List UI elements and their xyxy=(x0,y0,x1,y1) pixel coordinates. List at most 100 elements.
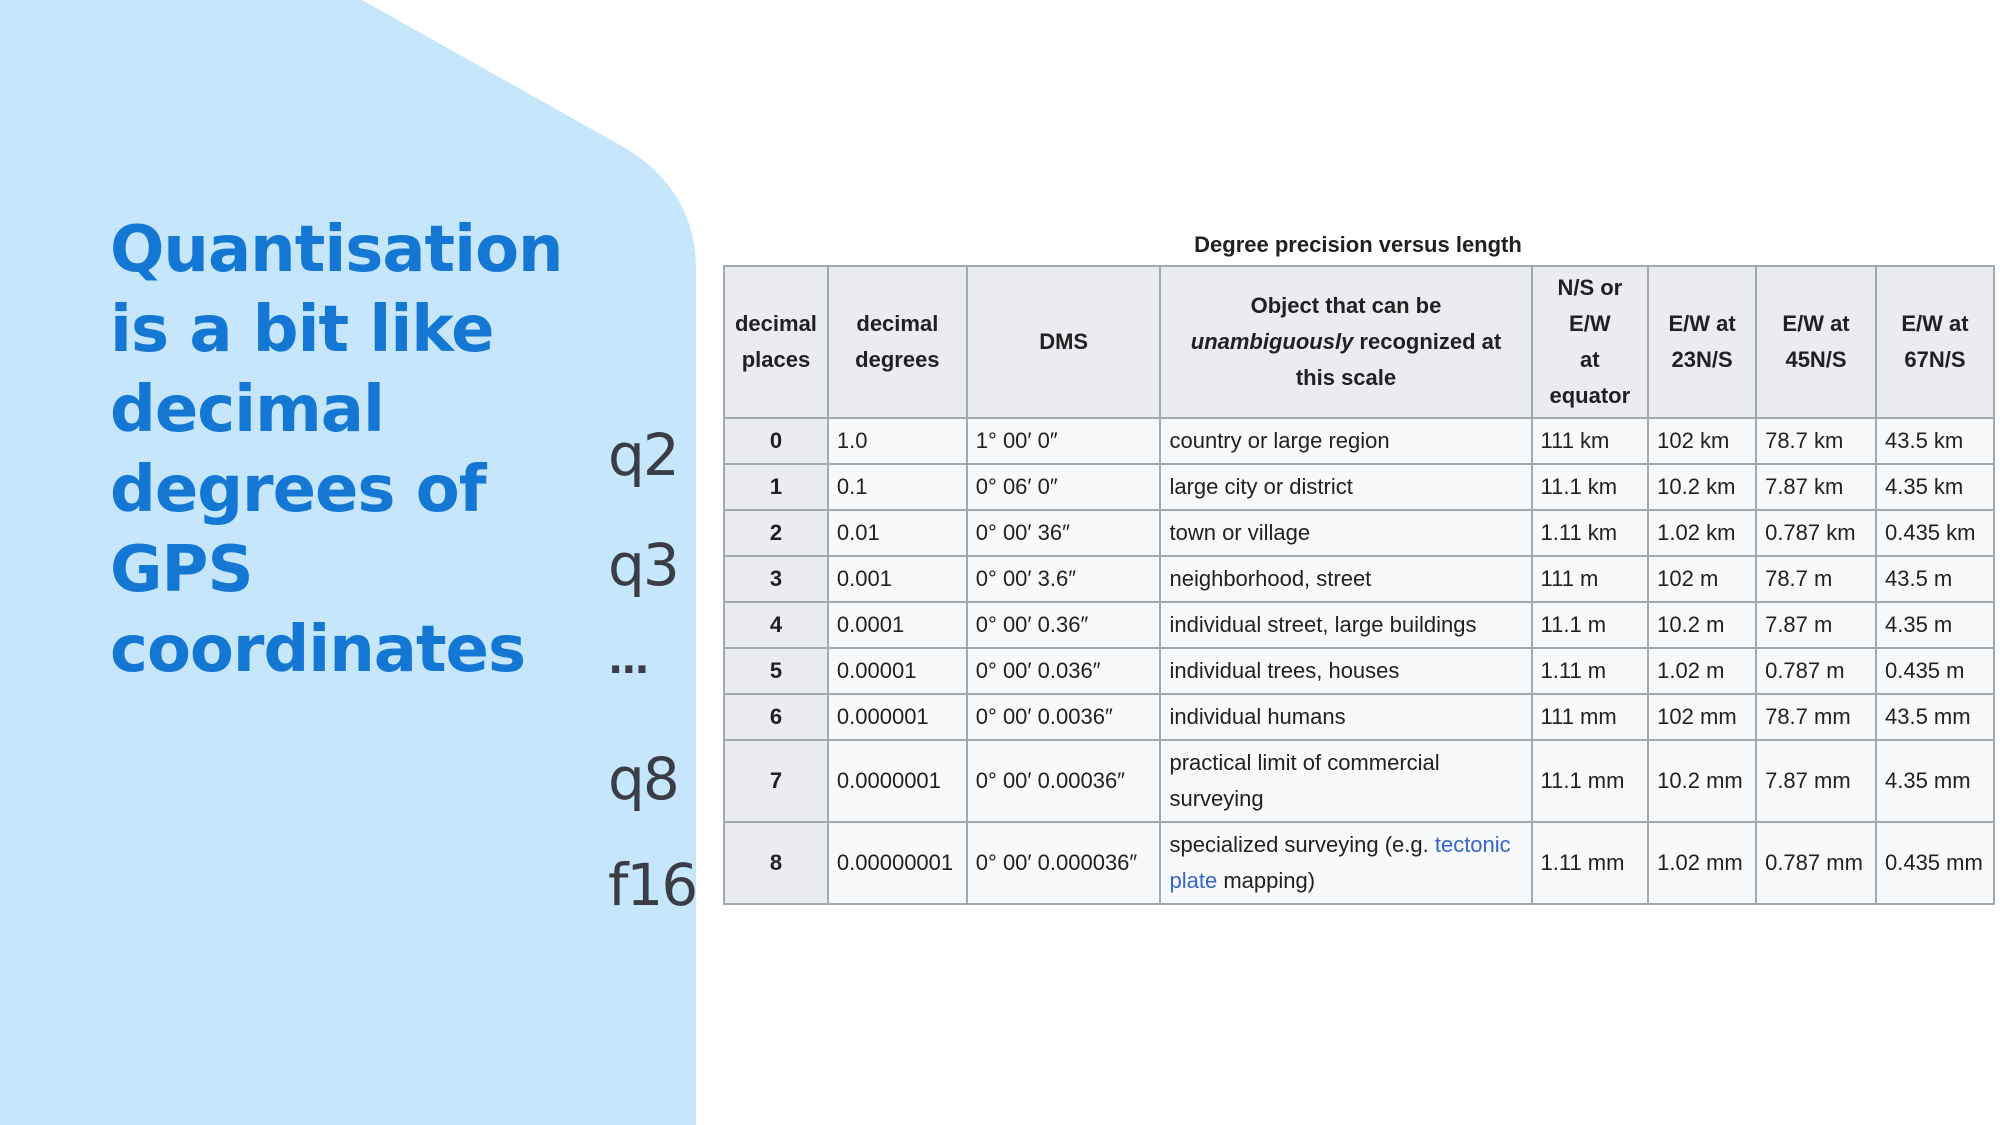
cell-decimal-places: 3 xyxy=(723,555,829,603)
cell-ew-67: 43.5 m xyxy=(1874,555,1996,603)
cell-ew-45: 0.787 m xyxy=(1755,647,1877,695)
table-row: 4 0.0001 0° 00′ 0.36″ individual street,… xyxy=(723,601,1996,649)
cell-object: town or village xyxy=(1159,509,1533,557)
cell-equator: 1.11 km xyxy=(1530,509,1650,557)
cell-dms: 0° 06′ 0″ xyxy=(965,463,1162,511)
cell-ew-23: 1.02 km xyxy=(1647,509,1758,557)
quant-label-ellipsis: ... xyxy=(608,637,650,683)
table-row: 6 0.000001 0° 00′ 0.0036″ individual hum… xyxy=(723,693,1996,741)
header-object-emphasis: unambiguously xyxy=(1190,329,1354,354)
headline-line: is a bit like xyxy=(110,293,495,367)
cell-dms: 0° 00′ 36″ xyxy=(965,509,1162,557)
cell-equator: 1.11 m xyxy=(1530,647,1650,695)
table-row: 7 0.0000001 0° 00′ 0.00036″ practical li… xyxy=(723,739,1996,823)
cell-dms: 0° 00′ 0.036″ xyxy=(965,647,1162,695)
cell-decimal-degrees: 1.0 xyxy=(826,417,968,465)
cell-decimal-degrees: 0.001 xyxy=(826,555,968,603)
table-row: 5 0.00001 0° 00′ 0.036″ individual trees… xyxy=(723,647,1996,695)
cell-ew-67: 43.5 km xyxy=(1874,417,1996,465)
cell-equator: 1.11 mm xyxy=(1530,821,1650,905)
table-caption: Degree precision versus length xyxy=(1194,232,1522,257)
header-ew-23ns: E/W at 23N/S xyxy=(1647,265,1758,419)
headline-line: degrees of xyxy=(110,453,487,527)
cell-ew-23: 1.02 mm xyxy=(1647,821,1758,905)
cell-equator: 111 km xyxy=(1530,417,1650,465)
cell-ew-45: 7.87 mm xyxy=(1755,739,1877,823)
cell-decimal-places: 6 xyxy=(723,693,829,741)
cell-object: specialized surveying (e.g. tectonic pla… xyxy=(1159,821,1533,905)
table-header-row: decimal places decimal degrees DMS Objec… xyxy=(723,265,1996,419)
cell-decimal-places: 4 xyxy=(723,601,829,649)
cell-decimal-degrees: 0.0001 xyxy=(826,601,968,649)
table-row: 3 0.001 0° 00′ 3.6″ neighborhood, street… xyxy=(723,555,1996,603)
quant-label-q8: q8 xyxy=(608,745,680,813)
table-row: 0 1.0 1° 00′ 0″ country or large region … xyxy=(723,417,1996,465)
cell-ew-67: 0.435 mm xyxy=(1874,821,1996,905)
header-dms: DMS xyxy=(965,265,1162,419)
cell-ew-23: 102 m xyxy=(1647,555,1758,603)
cell-ew-45: 7.87 km xyxy=(1755,463,1877,511)
cell-ew-45: 0.787 mm xyxy=(1755,821,1877,905)
degree-precision-table: decimal places decimal degrees DMS Objec… xyxy=(723,265,1996,905)
cell-object: large city or district xyxy=(1159,463,1533,511)
headline-line: Quantisation xyxy=(110,213,564,287)
cell-ew-67: 4.35 mm xyxy=(1874,739,1996,823)
cell-ew-23: 10.2 m xyxy=(1647,601,1758,649)
cell-ew-67: 0.435 m xyxy=(1874,647,1996,695)
cell-ew-45: 0.787 km xyxy=(1755,509,1877,557)
cell-decimal-places: 5 xyxy=(723,647,829,695)
quant-label-q2: q2 xyxy=(608,421,680,489)
header-ns-ew-equator: N/S or E/W at equator xyxy=(1530,265,1650,419)
cell-decimal-degrees: 0.00000001 xyxy=(826,821,968,905)
cell-decimal-degrees: 0.0000001 xyxy=(826,739,968,823)
header-ew-67ns: E/W at 67N/S xyxy=(1874,265,1996,419)
table-row: 2 0.01 0° 00′ 36″ town or village 1.11 k… xyxy=(723,509,1996,557)
cell-equator: 11.1 km xyxy=(1530,463,1650,511)
cell-ew-45: 78.7 km xyxy=(1755,417,1877,465)
cell-ew-45: 78.7 m xyxy=(1755,555,1877,603)
cell-object: neighborhood, street xyxy=(1159,555,1533,603)
background-shape xyxy=(0,0,696,1125)
cell-ew-67: 4.35 km xyxy=(1874,463,1996,511)
cell-decimal-places: 7 xyxy=(723,739,829,823)
cell-decimal-places: 1 xyxy=(723,463,829,511)
cell-object: practical limit of commercial surveying xyxy=(1159,739,1533,823)
header-decimal-degrees: decimal degrees xyxy=(826,265,968,419)
headline-line: decimal xyxy=(110,373,385,447)
cell-ew-45: 78.7 mm xyxy=(1755,693,1877,741)
header-ew-45ns: E/W at 45N/S xyxy=(1755,265,1877,419)
table-row: 8 0.00000001 0° 00′ 0.000036″ specialize… xyxy=(723,821,1996,905)
tectonic-plate-link[interactable]: tectonic plate xyxy=(1169,832,1511,893)
cell-ew-67: 4.35 m xyxy=(1874,601,1996,649)
quant-label-q3: q3 xyxy=(608,531,680,599)
quant-label-f16: f16 xyxy=(608,851,698,919)
cell-dms: 0° 00′ 0.36″ xyxy=(965,601,1162,649)
cell-equator: 111 mm xyxy=(1530,693,1650,741)
cell-decimal-places: 2 xyxy=(723,509,829,557)
cell-dms: 0° 00′ 0.00036″ xyxy=(965,739,1162,823)
cell-object: country or large region xyxy=(1159,417,1533,465)
cell-ew-23: 10.2 mm xyxy=(1647,739,1758,823)
cell-equator: 11.1 m xyxy=(1530,601,1650,649)
slide-headline: Quantisation is a bit like decimal degre… xyxy=(110,210,610,690)
cell-ew-23: 10.2 km xyxy=(1647,463,1758,511)
cell-ew-67: 43.5 mm xyxy=(1874,693,1996,741)
cell-dms: 0° 00′ 0.000036″ xyxy=(965,821,1162,905)
cell-ew-23: 1.02 m xyxy=(1647,647,1758,695)
cell-object: individual trees, houses xyxy=(1159,647,1533,695)
cell-equator: 11.1 mm xyxy=(1530,739,1650,823)
cell-decimal-degrees: 0.1 xyxy=(826,463,968,511)
headline-line: GPS xyxy=(110,533,254,607)
cell-decimal-places: 0 xyxy=(723,417,829,465)
table-row: 1 0.1 0° 06′ 0″ large city or district 1… xyxy=(723,463,1996,511)
header-decimal-places: decimal places xyxy=(723,265,829,419)
cell-ew-23: 102 km xyxy=(1647,417,1758,465)
cell-dms: 0° 00′ 3.6″ xyxy=(965,555,1162,603)
headline-line: coordinates xyxy=(110,613,526,687)
header-object: Object that can be unambiguously recogni… xyxy=(1159,265,1533,419)
cell-decimal-degrees: 0.00001 xyxy=(826,647,968,695)
cell-object: individual street, large buildings xyxy=(1159,601,1533,649)
cell-ew-45: 7.87 m xyxy=(1755,601,1877,649)
cell-dms: 0° 00′ 0.0036″ xyxy=(965,693,1162,741)
cell-ew-67: 0.435 km xyxy=(1874,509,1996,557)
